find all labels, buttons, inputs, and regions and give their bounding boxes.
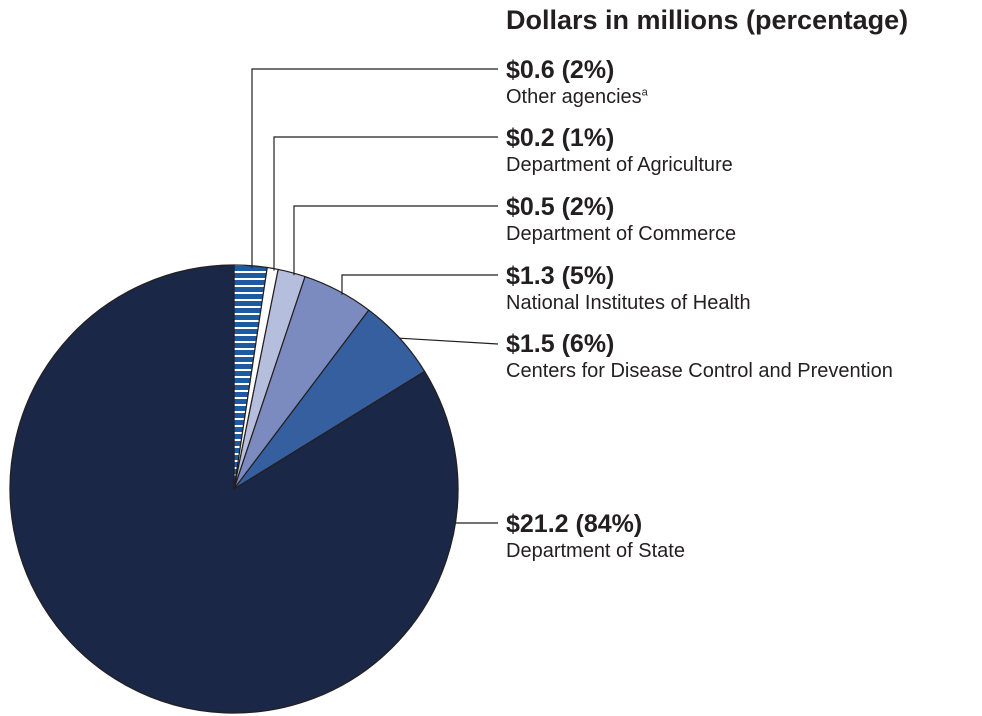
- slice-label-state: $21.2 (84%) Department of State: [506, 510, 685, 563]
- leader-line-cdc: [399, 337, 499, 345]
- slice-value-label: $0.6 (2%): [506, 56, 615, 84]
- slice-label-agriculture: $0.2 (1%) Department of Agriculture: [506, 124, 733, 177]
- leader-line-commerce: [293, 205, 498, 276]
- slice-name-label: Department of Agriculture: [506, 154, 733, 176]
- leader-line-other-agencies: [251, 68, 498, 268]
- slice-label-nih: $1.3 (5%) National Institutes of Health: [506, 262, 751, 315]
- slice-label-commerce: $0.5 (2%) Department of Commerce: [506, 193, 736, 246]
- leader-line-agriculture: [273, 136, 498, 271]
- unit-title: Dollars in millions (percentage): [506, 5, 909, 35]
- slice-name-label: Other agenciesa: [506, 86, 648, 108]
- leader-line-nih: [341, 274, 498, 295]
- slice-name-label: Centers for Disease Control and Preventi…: [506, 360, 893, 382]
- slice-value-label: $0.2 (1%): [506, 124, 615, 152]
- slice-label-other-agencies: $0.6 (2%) Other agenciesa: [506, 56, 648, 109]
- slice-name-label: Department of Commerce: [506, 223, 737, 245]
- slice-value-label: $1.5 (6%): [506, 330, 615, 358]
- slice-value-label: $0.5 (2%): [506, 193, 615, 221]
- slice-value-label: $1.3 (5%): [506, 262, 615, 290]
- slice-label-cdc: $1.5 (6%) Centers for Disease Control an…: [506, 330, 893, 383]
- pie-slice-state: [9, 264, 459, 714]
- footnote-marker: a: [641, 86, 648, 99]
- slice-name-label: Department of State: [506, 540, 685, 562]
- slice-value-label: $21.2 (84%): [506, 510, 643, 538]
- slice-name-label: National Institutes of Health: [506, 292, 751, 314]
